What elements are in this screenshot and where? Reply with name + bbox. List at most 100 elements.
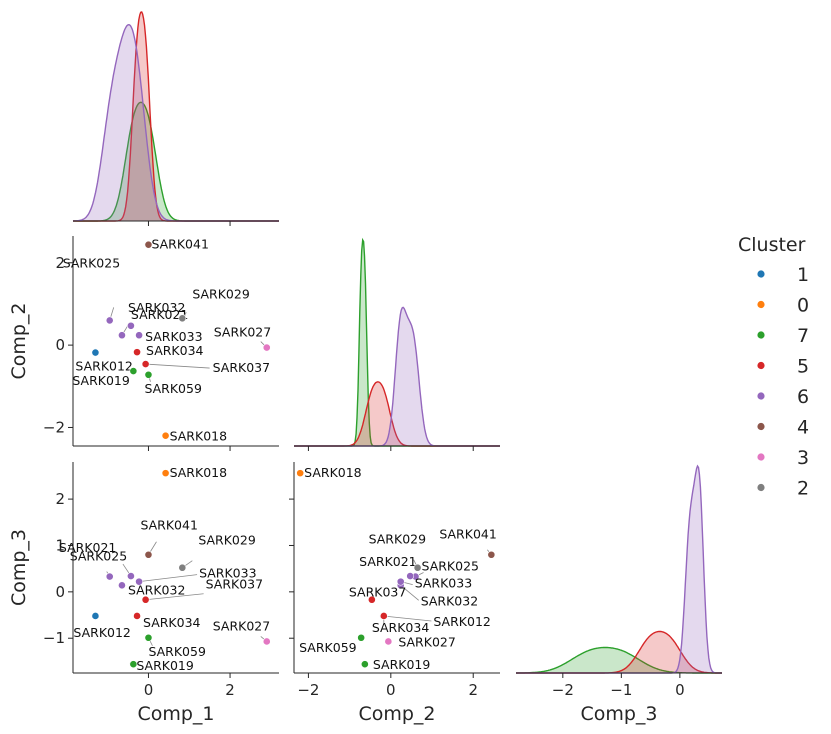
kde-panel-comp_2 bbox=[294, 237, 500, 451]
point-label-sark019: SARK019 bbox=[72, 373, 130, 388]
legend-marker-cluster-4 bbox=[757, 422, 765, 431]
y-tick-label: 2 bbox=[55, 490, 65, 508]
point-sark019 bbox=[129, 367, 138, 375]
point-label-sark018: SARK018 bbox=[170, 465, 228, 480]
point-sark021 bbox=[127, 321, 135, 330]
kde-fill-comp_1-cluster-7 bbox=[73, 102, 279, 221]
point-label-sark027: SARK027 bbox=[214, 325, 271, 340]
y-tick-label: 0 bbox=[55, 583, 65, 601]
legend-title: Cluster bbox=[738, 234, 806, 256]
point-sark033 bbox=[396, 577, 405, 586]
kde-fill-comp_2-cluster-6 bbox=[294, 307, 500, 446]
point-sark032 bbox=[118, 331, 126, 340]
point-sark027 bbox=[384, 637, 393, 646]
point-sark033 bbox=[135, 331, 143, 340]
y-tick-label: −1 bbox=[43, 629, 65, 647]
point-sark032 bbox=[118, 581, 126, 590]
point-sark012 bbox=[91, 348, 100, 357]
point-label-sark033: SARK033 bbox=[415, 576, 472, 591]
point-label-sark027: SARK027 bbox=[213, 618, 270, 633]
point-label-sark041: SARK041 bbox=[439, 527, 496, 542]
point-label-sark034: SARK034 bbox=[146, 343, 204, 358]
point-sark059 bbox=[144, 633, 153, 642]
point-sark019 bbox=[360, 660, 369, 669]
point-label-sark034: SARK034 bbox=[372, 620, 430, 635]
point-sark012 bbox=[91, 612, 100, 620]
x-axis-title-comp_2: Comp_2 bbox=[358, 703, 435, 725]
point-label-sark012: SARK012 bbox=[433, 614, 490, 629]
point-sark037 bbox=[367, 595, 376, 604]
point-label-sark032: SARK032 bbox=[421, 593, 478, 608]
legend-marker-cluster-5 bbox=[757, 361, 765, 370]
label-leader-line bbox=[400, 585, 419, 601]
kde-panel-comp_3 bbox=[516, 464, 722, 674]
point-sark041 bbox=[487, 550, 496, 559]
point-label-sark059: SARK059 bbox=[148, 644, 206, 659]
point-label-sark029: SARK029 bbox=[369, 532, 427, 547]
point-sark021 bbox=[406, 572, 415, 580]
legend-label-cluster-5: 5 bbox=[797, 356, 809, 378]
kde-panel-comp_1 bbox=[72, 11, 279, 226]
point-label-sark041: SARK041 bbox=[151, 237, 208, 252]
x-tick-label-comp_3: 0 bbox=[675, 681, 685, 699]
point-label-sark018: SARK018 bbox=[170, 429, 228, 444]
point-label-sark037: SARK037 bbox=[206, 577, 263, 592]
point-label-sark019: SARK019 bbox=[373, 657, 431, 672]
point-sark029 bbox=[178, 314, 187, 323]
x-tick-label-comp_2: 0 bbox=[386, 681, 396, 699]
point-label-sark059: SARK059 bbox=[144, 381, 202, 396]
x-tick-label-comp_3: −2 bbox=[552, 681, 574, 699]
point-sark029 bbox=[178, 563, 187, 572]
x-tick-label-comp_1: 0 bbox=[144, 681, 154, 699]
point-label-sark012: SARK012 bbox=[75, 359, 132, 374]
kde-fill-comp_1-cluster-6 bbox=[73, 24, 279, 222]
point-label-sark021: SARK021 bbox=[59, 540, 116, 555]
point-label-sark037: SARK037 bbox=[349, 585, 406, 600]
point-sark021 bbox=[127, 572, 135, 580]
x-tick-label-comp_2: 2 bbox=[468, 681, 478, 699]
label-leader-line bbox=[145, 593, 204, 601]
y-tick-label: 1 bbox=[55, 536, 65, 554]
point-sark025 bbox=[105, 316, 114, 325]
legend-marker-cluster-6 bbox=[757, 392, 765, 400]
kde-fill-comp_3-cluster-7 bbox=[516, 647, 722, 673]
point-label-sark059: SARK059 bbox=[299, 640, 357, 655]
y-axis-title-comp_2: Comp_2 bbox=[8, 302, 30, 379]
point-label-sark032: SARK032 bbox=[128, 582, 185, 597]
legend-marker-cluster-7 bbox=[757, 331, 765, 339]
label-leader-line bbox=[145, 363, 210, 369]
scatter-panel-comp_1-vs-comp_3: −1 0 1 2 SARK041 SARK025 SARK032 SARK021 SARK033… bbox=[43, 462, 279, 678]
legend: Cluster 1 0 7 5 6 4 3 2 bbox=[738, 234, 809, 500]
point-label-sark032: SARK032 bbox=[128, 300, 185, 315]
point-sark034 bbox=[379, 612, 388, 620]
point-sark037 bbox=[141, 595, 150, 604]
point-label-sark019: SARK019 bbox=[136, 658, 194, 673]
point-label-sark012: SARK012 bbox=[73, 625, 130, 640]
y-tick-label: −2 bbox=[43, 418, 65, 436]
y-axis-title-comp_3: Comp_3 bbox=[8, 529, 30, 606]
point-sark019 bbox=[129, 660, 138, 669]
point-sark059 bbox=[144, 370, 153, 379]
point-sark034 bbox=[133, 348, 141, 357]
scatter-panel-comp_1-vs-comp_2: −202SARK041SARK025SARK032SARK021SARK033S… bbox=[43, 236, 279, 451]
label-leader-line bbox=[383, 615, 432, 622]
scatter-panel-comp_2-vs-comp_3: SARK041 SARK025 SARK032 SARK021 SARK033 SARK0… bbox=[289, 462, 500, 678]
legend-label-cluster-0: 0 bbox=[797, 295, 809, 317]
legend-label-cluster-1: 1 bbox=[797, 264, 809, 286]
point-label-sark037: SARK037 bbox=[213, 360, 270, 375]
point-label-sark033: SARK033 bbox=[145, 329, 202, 344]
x-tick-label-comp_3: −1 bbox=[610, 681, 632, 699]
x-tick-label-comp_2: −2 bbox=[297, 681, 319, 699]
legend-marker-cluster-0 bbox=[757, 300, 765, 309]
x-tick-label-comp_1: 2 bbox=[225, 681, 235, 699]
point-label-sark018: SARK018 bbox=[304, 465, 362, 480]
point-sark033 bbox=[135, 577, 143, 586]
legend-marker-cluster-3 bbox=[757, 453, 765, 461]
legend-marker-cluster-2 bbox=[757, 483, 765, 492]
point-sark027 bbox=[262, 637, 271, 646]
x-axis-title-comp_1: Comp_1 bbox=[137, 703, 214, 725]
point-label-sark025: SARK025 bbox=[70, 549, 127, 564]
point-sark034 bbox=[133, 612, 141, 620]
point-label-sark021: SARK021 bbox=[131, 307, 188, 322]
